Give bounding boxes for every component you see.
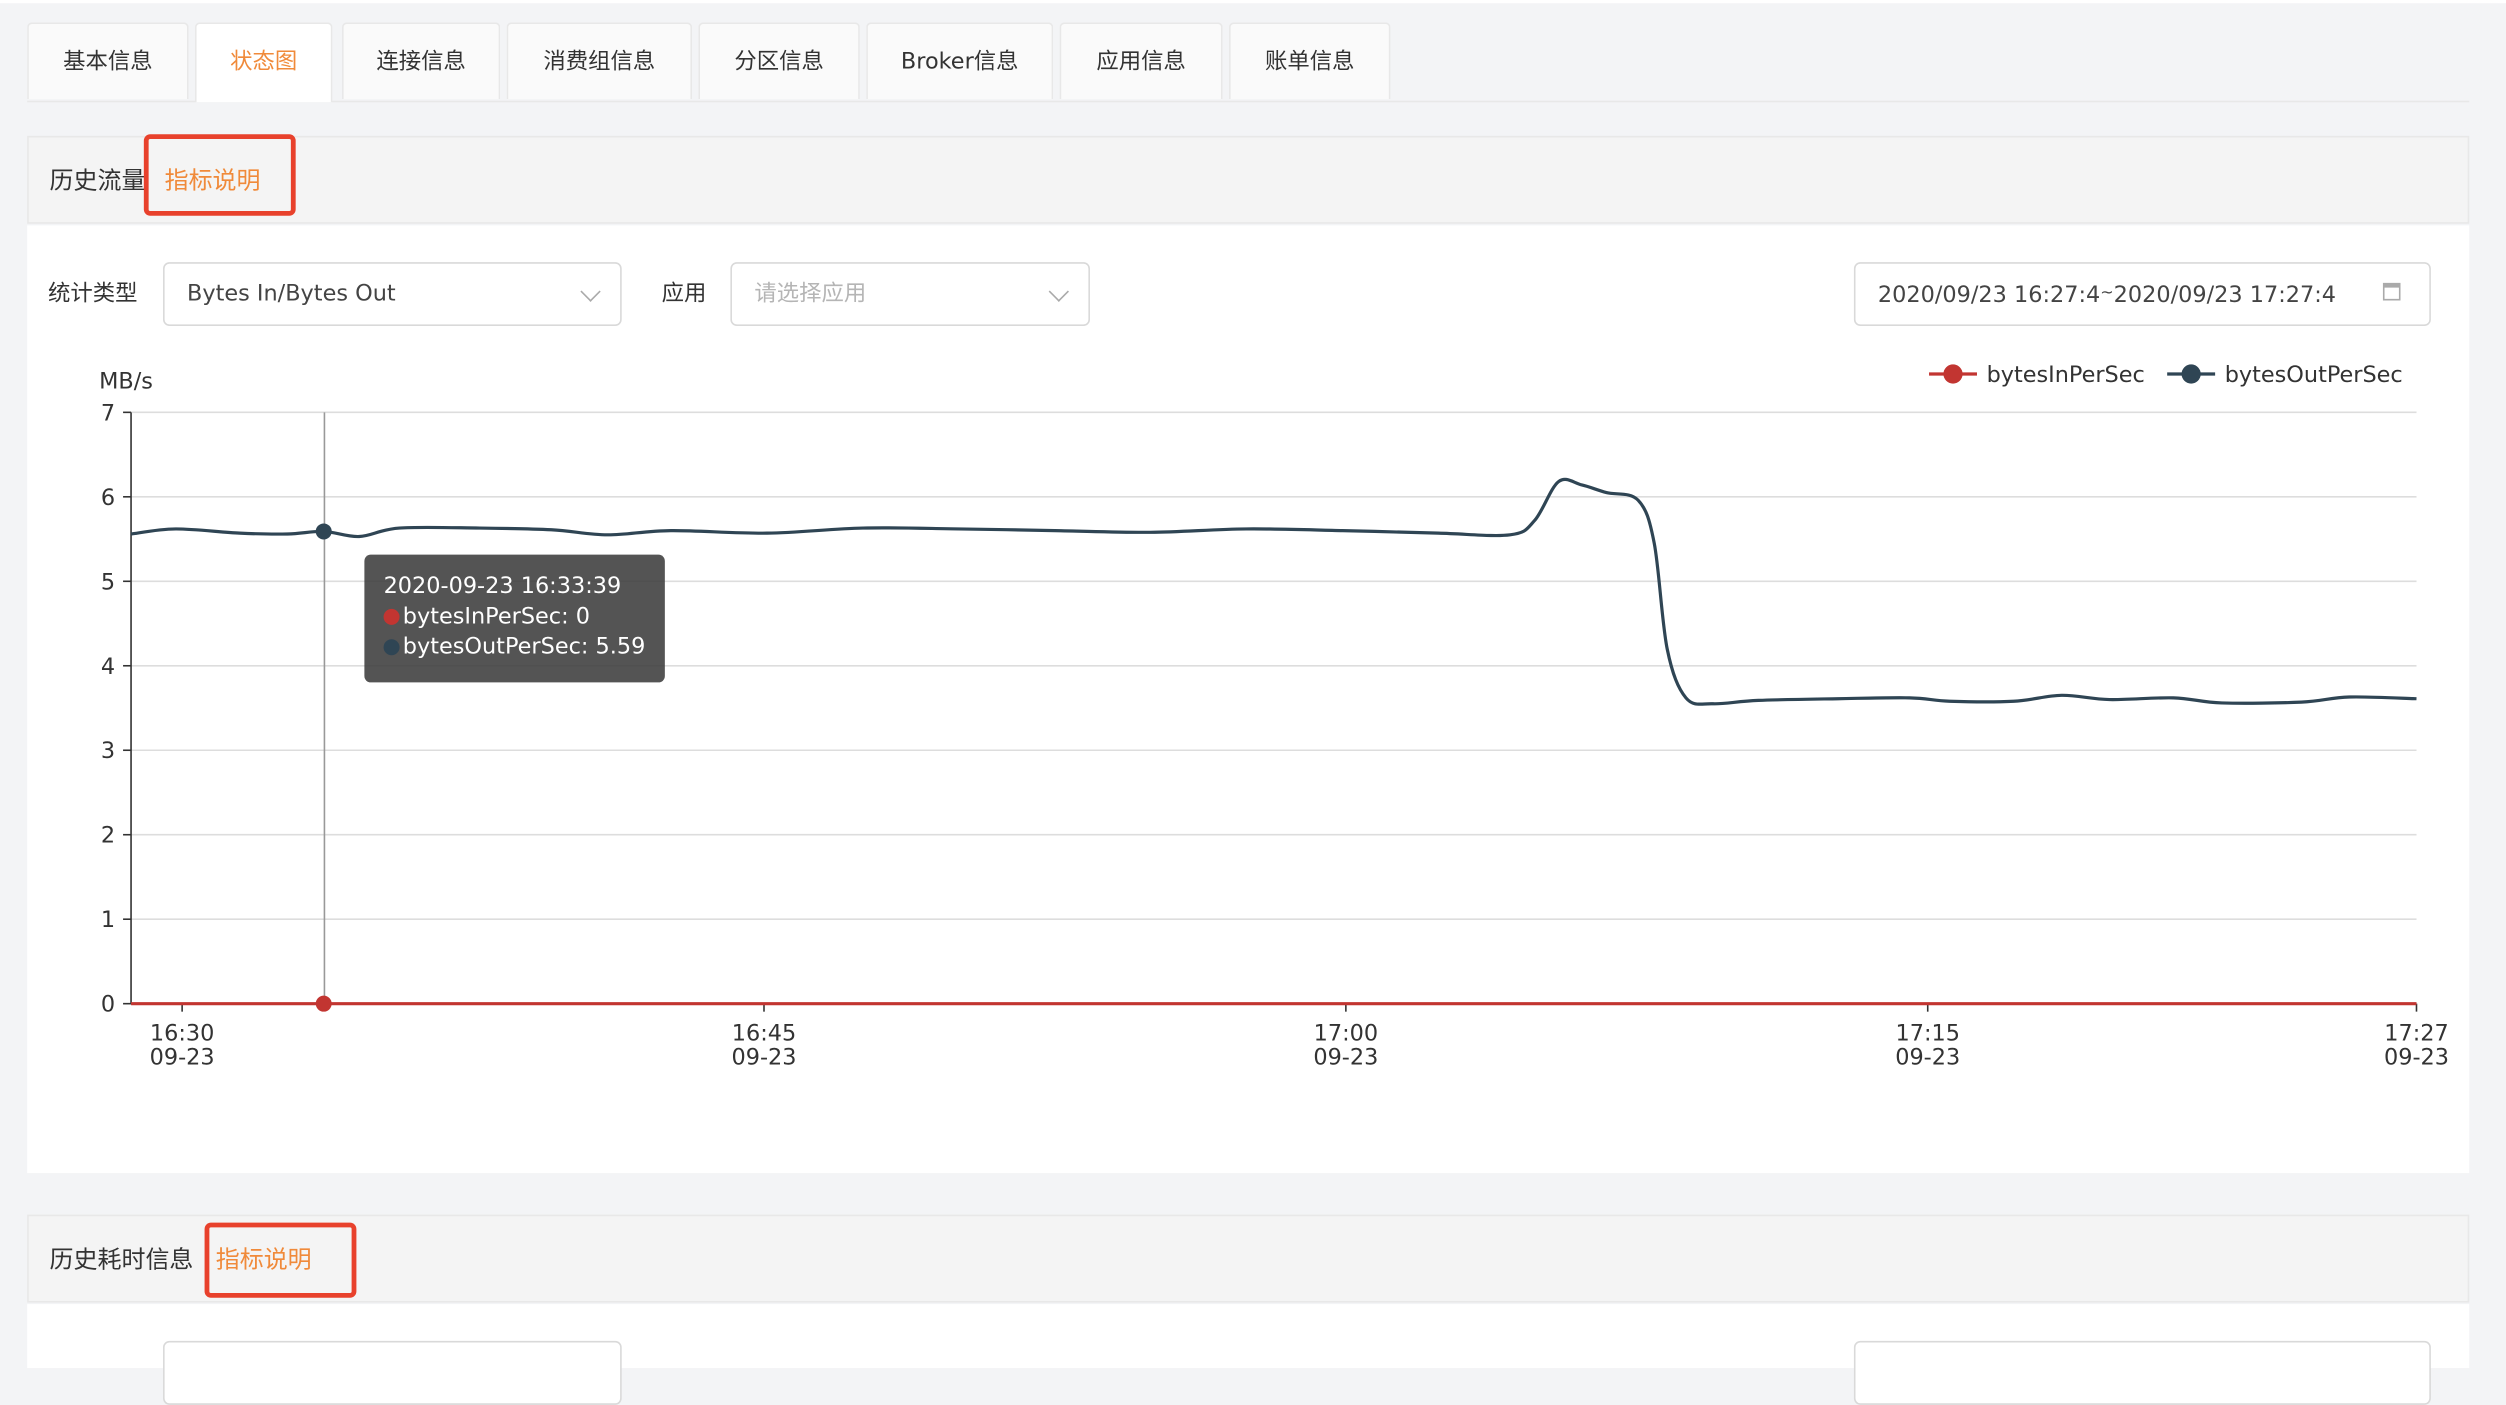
- y-tick-label: 5: [101, 569, 115, 595]
- y-axis-label: MB/s: [99, 368, 153, 394]
- x-tick-date: 09-23: [1313, 1044, 1378, 1070]
- legend-marker-bytesOutPerSec: [2181, 364, 2201, 384]
- x-tick-label: 17:27: [2384, 1020, 2448, 1046]
- y-tick-label: 1: [101, 907, 115, 933]
- history-latency-header: 历史耗时信息 指标说明: [27, 1214, 2470, 1303]
- x-tick-date: 09-23: [1895, 1044, 1960, 1070]
- app-label: 应用: [661, 281, 707, 307]
- date-start: 2020/09/23 16:27:4: [1877, 282, 2101, 309]
- app-select[interactable]: 请选择应用: [730, 262, 1090, 327]
- hover-point-bytesInPerSec: [315, 995, 332, 1012]
- y-tick-label: 6: [101, 485, 115, 511]
- history-traffic-header: 历史流量 指标说明: [27, 135, 2470, 224]
- y-tick-label: 2: [101, 823, 115, 849]
- y-tick-label: 0: [101, 992, 115, 1018]
- metric-explanation-link[interactable]: 指标说明: [215, 1245, 312, 1274]
- tab-broker-info[interactable]: Broker信息: [866, 22, 1054, 100]
- section-title: 历史流量: [49, 166, 146, 195]
- tab-bill-info[interactable]: 账单信息: [1229, 22, 1391, 100]
- highlight-box: [143, 134, 296, 216]
- x-tick-label: 17:00: [1314, 1020, 1378, 1046]
- chart-tooltip: 2020-09-23 16:33:39 bytesInPerSec: 0 byt…: [364, 554, 665, 683]
- tab-consumer-group-info[interactable]: 消费组信息: [506, 22, 693, 100]
- section-title: 历史耗时信息: [49, 1245, 194, 1274]
- y-tick-label: 3: [101, 738, 115, 764]
- stat-type-value: Bytes In/Bytes Out: [186, 281, 396, 307]
- stat-type-label: 统计类型: [47, 281, 138, 307]
- tooltip-time: 2020-09-23 16:33:39: [383, 573, 622, 600]
- x-tick-label: 16:45: [732, 1020, 796, 1046]
- stat-type-select[interactable]: Bytes In/Bytes Out: [163, 262, 622, 327]
- tab-status-chart[interactable]: 状态图: [194, 22, 333, 103]
- chevron-down-icon: [580, 281, 601, 302]
- tab-connection-info[interactable]: 连接信息: [342, 22, 501, 100]
- bytes-out-dot-icon: [383, 639, 400, 656]
- x-tick-date: 09-23: [2384, 1044, 2449, 1070]
- x-tick-date: 09-23: [732, 1044, 797, 1070]
- calendar-icon: [2382, 282, 2401, 301]
- x-tick-label: 17:15: [1896, 1020, 1960, 1046]
- tab-bar: 基本信息 状态图 连接信息 消费组信息 分区信息 Broker信息 应用信息 账…: [27, 22, 2470, 103]
- metric-explanation-link[interactable]: 指标说明: [164, 166, 261, 195]
- y-tick-label: 7: [101, 400, 115, 426]
- tab-partition-info[interactable]: 分区信息: [698, 22, 860, 100]
- latency-type-select[interactable]: [163, 1340, 622, 1405]
- hover-point-bytesOutPerSec: [315, 523, 332, 540]
- series-line-bytesOutPerSec: [130, 477, 2417, 706]
- y-tick-label: 4: [101, 654, 115, 680]
- tooltip-bytes-in: bytesInPerSec: 0: [383, 603, 646, 633]
- date-separator: ~: [2100, 284, 2114, 303]
- tab-basic-info[interactable]: 基本信息: [27, 22, 189, 100]
- x-tick-label: 16:30: [150, 1020, 214, 1046]
- tooltip-bytes-in-text: bytesInPerSec: 0: [402, 604, 590, 630]
- legend-marker-bytesInPerSec: [1943, 364, 1963, 384]
- app-placeholder: 请选择应用: [754, 281, 867, 307]
- legend-label-bytesOutPerSec: bytesOutPerSec: [2225, 362, 2403, 388]
- history-traffic-card: [27, 225, 2470, 1174]
- tab-app-info[interactable]: 应用信息: [1059, 22, 1223, 100]
- highlight-box: [204, 1222, 357, 1298]
- bytes-in-dot-icon: [383, 608, 400, 625]
- top-strip: [0, 0, 2506, 4]
- tooltip-bytes-out: bytesOutPerSec: 5.59: [383, 633, 646, 663]
- date-end: 2020/09/23 17:27:4: [2113, 282, 2337, 309]
- date-range-picker[interactable]: 2020/09/23 16:27:4~2020/09/23 17:27:4: [1853, 262, 2431, 327]
- chevron-down-icon: [1048, 281, 1069, 302]
- legend-label-bytesInPerSec: bytesInPerSec: [1987, 362, 2145, 388]
- x-tick-date: 09-23: [150, 1044, 215, 1070]
- tooltip-bytes-out-text: bytesOutPerSec: 5.59: [402, 634, 646, 661]
- latency-date-range-picker[interactable]: [1853, 1340, 2431, 1405]
